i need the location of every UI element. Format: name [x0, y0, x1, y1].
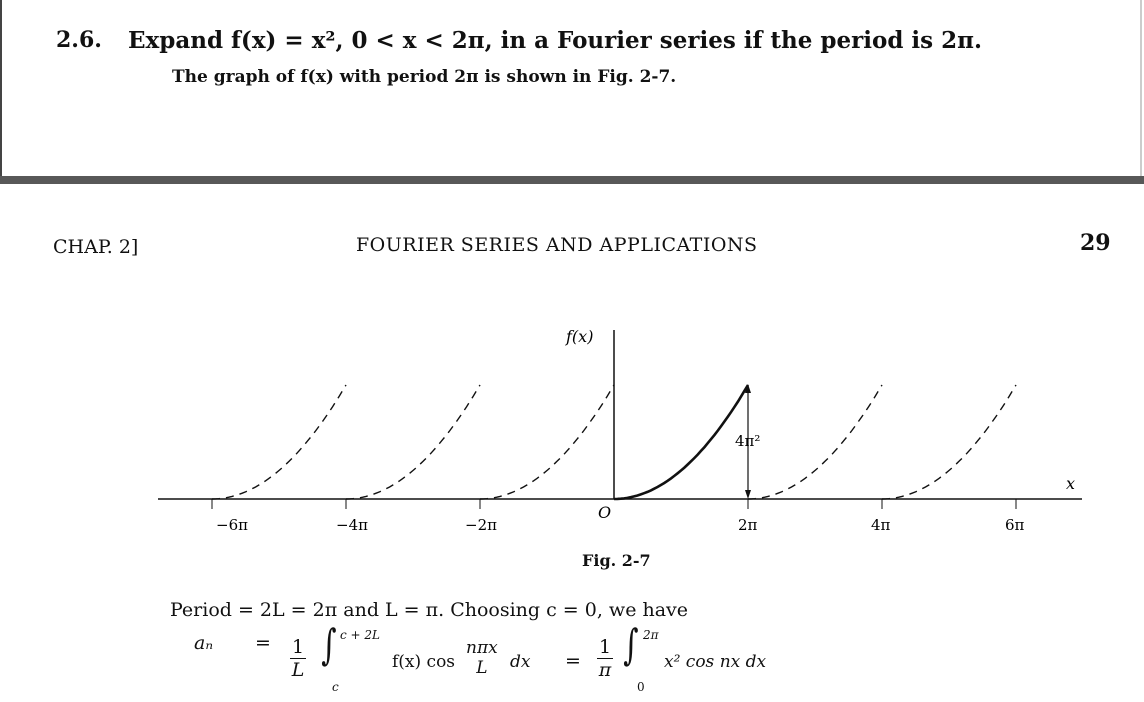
dashed-curve — [747, 384, 883, 500]
divider-bar — [0, 176, 1144, 184]
integrand-2: x² cos nx dx — [664, 652, 767, 672]
running-head: FOURIER SERIES AND APPLICATIONS — [356, 234, 758, 256]
dashed-curve — [211, 384, 347, 500]
origin-label: O — [598, 503, 611, 522]
arrow-head-up — [745, 384, 751, 393]
frac1-num: 1 — [290, 636, 307, 659]
period-line: Period = 2L = 2π and L = π. Choosing c =… — [170, 599, 689, 621]
arrow-head-down — [745, 490, 751, 499]
inner-num: nπx — [466, 638, 498, 658]
tick-label: 6π — [1005, 516, 1025, 534]
int1-lower: c — [332, 680, 339, 694]
integrand-1: f(x) cos — [392, 652, 456, 672]
dx-1: dx — [510, 652, 531, 672]
tick-label: 4π — [871, 516, 891, 534]
integral-sign-2: ∫ — [623, 620, 639, 669]
solid-curve — [613, 384, 750, 501]
integral-sign-1: ∫ — [321, 620, 337, 669]
problem-statement: Expand f(x) = x², 0 < x < 2π, in a Fouri… — [128, 27, 982, 54]
dashed-curve — [881, 384, 1017, 500]
tick-label: −4π — [336, 516, 368, 534]
frac1-den: L — [291, 659, 305, 681]
tick-label: −6π — [216, 516, 248, 534]
page-number: 29 — [1080, 230, 1111, 256]
an-equation: aₙ — [194, 632, 213, 654]
frac2-den: π — [598, 659, 612, 681]
problem-note: The graph of f(x) with period 2π is show… — [172, 67, 677, 87]
int2-lower: 0 — [637, 680, 645, 694]
inner-den: L — [476, 658, 488, 678]
dashed-curve — [345, 384, 481, 500]
height-label: 4π² — [735, 432, 760, 450]
int2-upper: 2π — [643, 628, 659, 642]
lhs: aₙ — [194, 632, 214, 654]
tick-label: −2π — [465, 516, 497, 534]
tick-label: 2π — [738, 516, 758, 534]
int1-upper: c + 2L — [340, 628, 381, 642]
inner-fraction: nπx L — [466, 638, 498, 678]
y-axis-label: f(x) — [565, 327, 593, 346]
x-axis-label: x — [1066, 474, 1075, 493]
problem-number: 2.6. — [56, 27, 102, 53]
equals-1: = — [255, 632, 271, 654]
dashed-curve — [479, 384, 615, 500]
chapter-label: CHAP. 2] — [53, 236, 139, 258]
figure-caption: Fig. 2-7 — [582, 551, 651, 570]
problem-panel — [0, 0, 1142, 176]
frac2-num: 1 — [597, 636, 614, 659]
equals-2: = — [565, 650, 581, 672]
